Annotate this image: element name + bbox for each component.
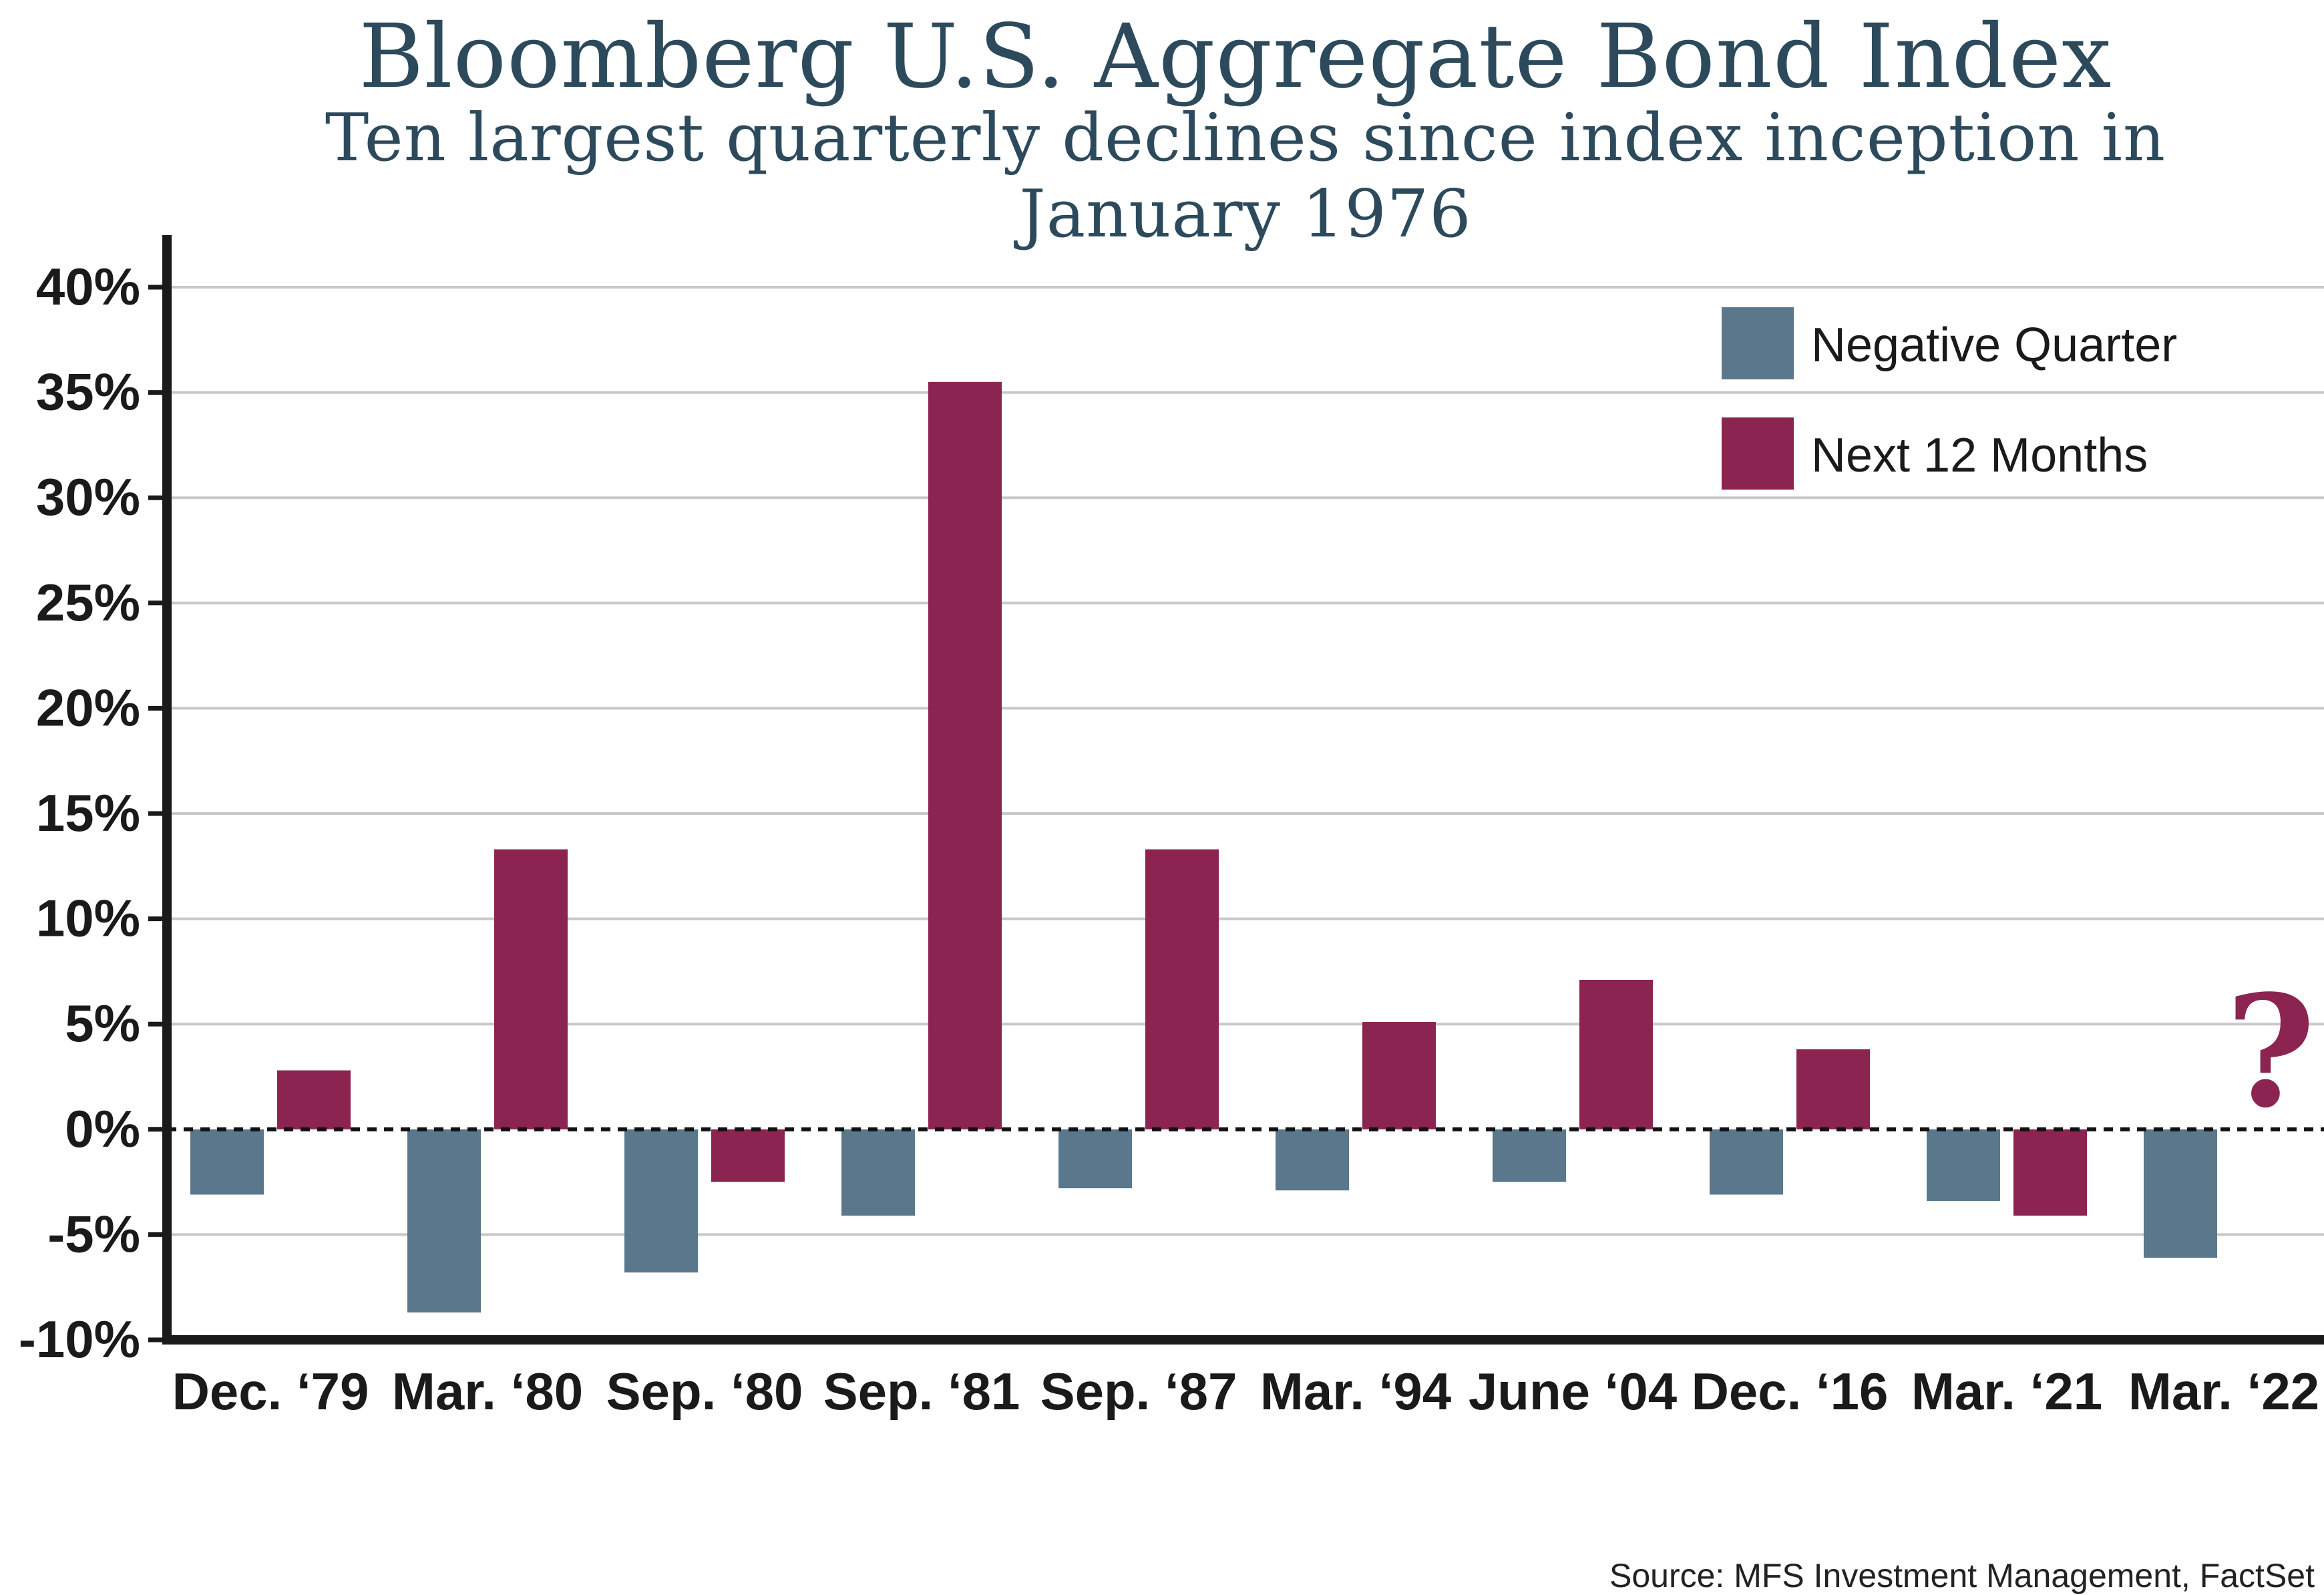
next-12-months-bar (1145, 849, 1219, 1129)
next-12-months-bar (1796, 1049, 1870, 1129)
y-tick-label: 25% (36, 573, 140, 632)
negative-quarter-bar (1493, 1129, 1566, 1182)
y-tick-label: 10% (36, 889, 140, 948)
chart-title: Bloomberg U.S. Aggregate Bond Index (359, 5, 2112, 108)
negative-quarter-bar (624, 1129, 698, 1273)
bars (190, 381, 2217, 1313)
x-category-label: Sep. ‘87 (1040, 1362, 1237, 1421)
legend-swatch (1722, 307, 1794, 379)
y-tick-label: -10% (19, 1310, 140, 1369)
y-tick-label: 40% (36, 257, 140, 316)
x-category-label: Sep. ‘80 (606, 1362, 803, 1421)
bar-chart: -10% -5% 0% 5% 10% 15% 20% 25% 30% 35% 40% Dec. ‘7… (19, 235, 2324, 1421)
next-12-months-bar (1362, 1022, 1436, 1129)
negative-quarter-bar (407, 1129, 481, 1313)
legend: Negative Quarter Next 12 Months (1722, 307, 2177, 490)
negative-quarter-bar (841, 1129, 915, 1216)
y-tick-label: 35% (36, 363, 140, 421)
negative-quarter-bar (1927, 1129, 2000, 1201)
legend-label: Next 12 Months (1811, 429, 2148, 482)
y-tick-label: 30% (36, 468, 140, 526)
x-category-label: Mar. ‘21 (1911, 1362, 2102, 1421)
negative-quarter-bar (1058, 1129, 1132, 1189)
y-tick-label: 0% (65, 1099, 140, 1158)
y-axis-ticks: -10% -5% 0% 5% 10% 15% 20% 25% 30% 35% 40% (19, 257, 167, 1369)
legend-swatch (1722, 417, 1794, 490)
negative-quarter-bar (1276, 1129, 1349, 1191)
chart-subtitle: Ten largest quarterly declines since ind… (325, 100, 2166, 252)
y-tick-label: -5% (47, 1204, 140, 1263)
next-12-months-bar (1579, 980, 1653, 1129)
y-tick-label: 15% (36, 783, 140, 842)
x-category-label: Sep. ‘81 (823, 1362, 1020, 1421)
x-category-label: Mar. ‘22 (2128, 1362, 2319, 1421)
y-tick-label: 20% (36, 678, 140, 737)
next-12-months-bar (2013, 1129, 2087, 1216)
next-12-months-bar (277, 1070, 351, 1129)
source-note: Source: MFS Investment Management, FactS… (1609, 1557, 2315, 1594)
y-tick-label: 5% (65, 994, 140, 1053)
next-12-months-bar (711, 1129, 785, 1182)
x-category-label: Mar. ‘94 (1260, 1362, 1451, 1421)
x-category-label: Dec. ‘79 (172, 1362, 369, 1421)
question-mark-annotation: ? (2226, 962, 2316, 1142)
negative-quarter-bar (2144, 1129, 2217, 1258)
negative-quarter-bar (1710, 1129, 1783, 1195)
x-axis-labels: Dec. ‘79 Mar. ‘80 Sep. ‘80 Sep. ‘81 Sep. ‘87… (172, 1362, 2320, 1421)
negative-quarter-bar (190, 1129, 264, 1195)
x-category-label: June ‘04 (1469, 1362, 1677, 1421)
x-category-label: Dec. ‘16 (1692, 1362, 1889, 1421)
legend-label: Negative Quarter (1811, 319, 2177, 372)
next-12-months-bar (494, 849, 568, 1129)
next-12-months-bar (928, 381, 1002, 1129)
x-category-label: Mar. ‘80 (392, 1362, 583, 1421)
